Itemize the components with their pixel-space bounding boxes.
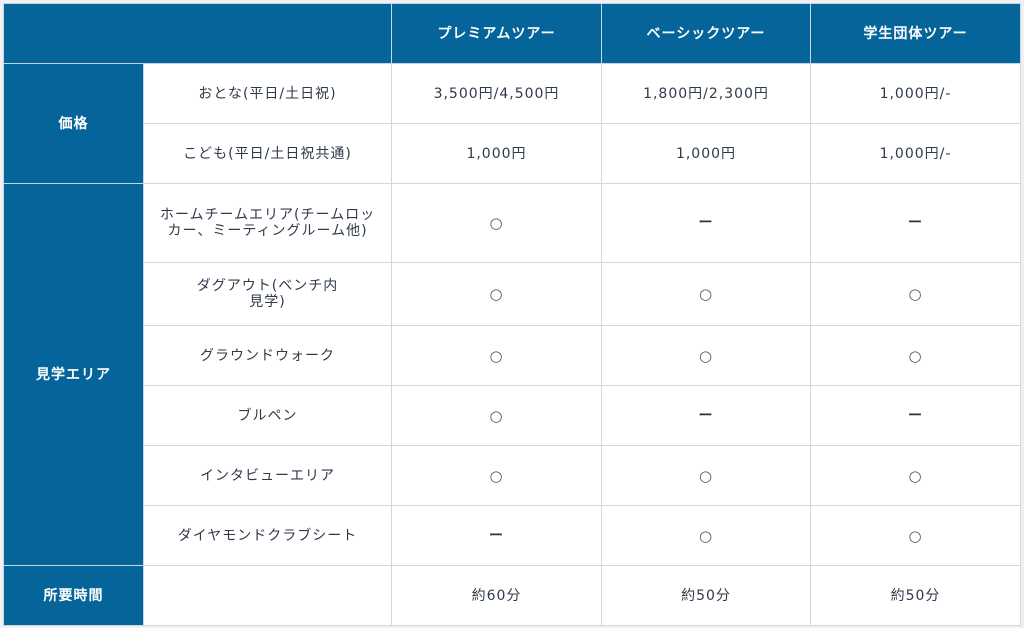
table-row: こども(平日/土日祝共通) 1,000円 1,000円 1,000円/- <box>4 123 1021 184</box>
unavailable-mark: ー <box>810 183 1021 263</box>
cell-value: 1,000円 <box>601 123 811 184</box>
cell-value: 3,500円/4,500円 <box>391 63 602 124</box>
available-mark: ○ <box>391 262 602 326</box>
cell-value: 約50分 <box>810 565 1021 626</box>
unavailable-mark: ー <box>391 505 602 566</box>
available-mark: ○ <box>810 445 1021 506</box>
row-label: ホームチームエリア(チームロッカー、ミーティングルーム他) <box>143 183 392 263</box>
available-mark: ○ <box>601 262 811 326</box>
available-mark: ○ <box>391 445 602 506</box>
row-label: ブルペン <box>143 385 392 446</box>
available-mark: ○ <box>391 385 602 446</box>
header-premium-tour: プレミアムツアー <box>391 3 602 64</box>
row-label: インタビューエリア <box>143 445 392 506</box>
available-mark: ○ <box>391 183 602 263</box>
table-row: 価格 おとな(平日/土日祝) 3,500円/4,500円 1,800円/2,300円 1… <box>3 63 1021 184</box>
available-mark: ○ <box>601 325 811 386</box>
available-mark: ○ <box>601 505 811 566</box>
cell-value: 約60分 <box>391 565 602 626</box>
cell-value: 1,000円/- <box>810 63 1021 124</box>
row-label: おとな(平日/土日祝) <box>143 63 392 124</box>
row-label: ダイヤモンドクラブシート <box>143 505 392 566</box>
table-row: 所要時間 約60分 約50分 約50分 <box>3 565 1021 626</box>
header-student-group-tour: 学生団体ツアー <box>810 3 1021 64</box>
tour-comparison-table: プレミアムツアー ベーシックツアー 学生団体ツアー 価格 おとな(平日/土日祝) 3… <box>3 3 1021 626</box>
available-mark: ○ <box>810 325 1021 386</box>
group-label: 見学エリア <box>3 183 144 566</box>
row-label <box>143 565 392 626</box>
available-mark: ○ <box>810 262 1021 326</box>
group-label: 価格 <box>3 63 144 184</box>
header-basic-tour: ベーシックツアー <box>601 3 811 64</box>
group-label: 所要時間 <box>3 565 144 626</box>
cell-value: 1,000円/- <box>810 123 1021 184</box>
row-label: こども(平日/土日祝共通) <box>143 123 392 184</box>
available-mark: ○ <box>601 445 811 506</box>
table-row: インタビューエリア ○ ○ ○ <box>4 445 1021 506</box>
unavailable-mark: ー <box>601 385 811 446</box>
header-row: プレミアムツアー ベーシックツアー 学生団体ツアー <box>3 3 1021 64</box>
cell-value: 1,000円 <box>391 123 602 184</box>
table-row: ブルペン ○ ーー <box>4 385 1021 446</box>
unavailable-mark: ー <box>810 385 1021 446</box>
row-label: グラウンドウォーク <box>143 325 392 386</box>
available-mark: ○ <box>810 505 1021 566</box>
cell-value: 約50分 <box>601 565 811 626</box>
unavailable-mark: ー <box>601 183 811 263</box>
row-label: ダグアウト(ベンチ内見学) <box>143 262 392 326</box>
cell-value: 1,800円/2,300円 <box>601 63 811 124</box>
header-corner <box>3 3 392 64</box>
table-row: グラウンドウォーク ○ ○ ○ <box>4 325 1021 386</box>
table-row: 見学エリア ホームチームエリア(チームロッカー、ミーティングルーム他) ○ ーー <box>3 183 1021 566</box>
table-row: ダイヤモンドクラブシートー ○ ○ <box>4 505 1021 566</box>
table-row: ダグアウト(ベンチ内見学) ○ ○ ○ <box>4 262 1021 326</box>
available-mark: ○ <box>391 325 602 386</box>
